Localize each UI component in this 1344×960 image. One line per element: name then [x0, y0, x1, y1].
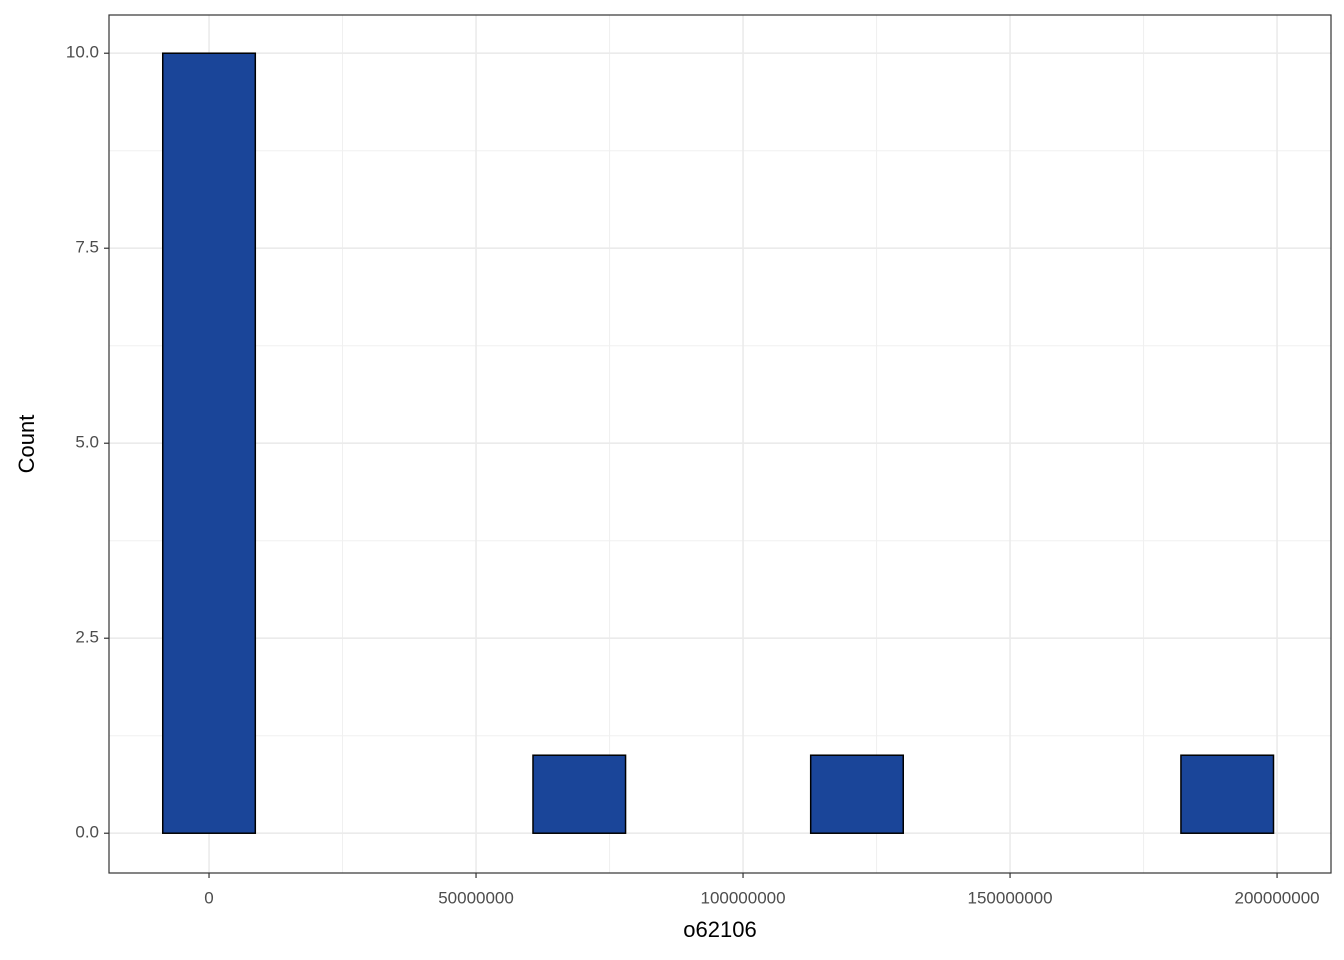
bar — [161, 52, 257, 834]
y-tick-label: 0.0 — [75, 823, 99, 842]
bar — [809, 754, 904, 834]
y-tick-label: 5.0 — [75, 433, 99, 452]
x-axis-title: o62106 — [683, 917, 756, 942]
bar — [1180, 754, 1275, 834]
y-tick-label: 10.0 — [66, 43, 99, 62]
x-tick-label: 200000000 — [1235, 888, 1320, 907]
x-tick-label: 50000000 — [438, 888, 514, 907]
x-tick-label: 0 — [204, 888, 213, 907]
x-tick-label: 100000000 — [700, 888, 785, 907]
y-tick-label: 2.5 — [75, 628, 99, 647]
panel-border — [108, 14, 1332, 874]
x-tick-label: 150000000 — [968, 888, 1053, 907]
bar — [532, 754, 627, 834]
y-axis-title: Count — [14, 415, 39, 474]
y-tick-label: 7.5 — [75, 238, 99, 257]
